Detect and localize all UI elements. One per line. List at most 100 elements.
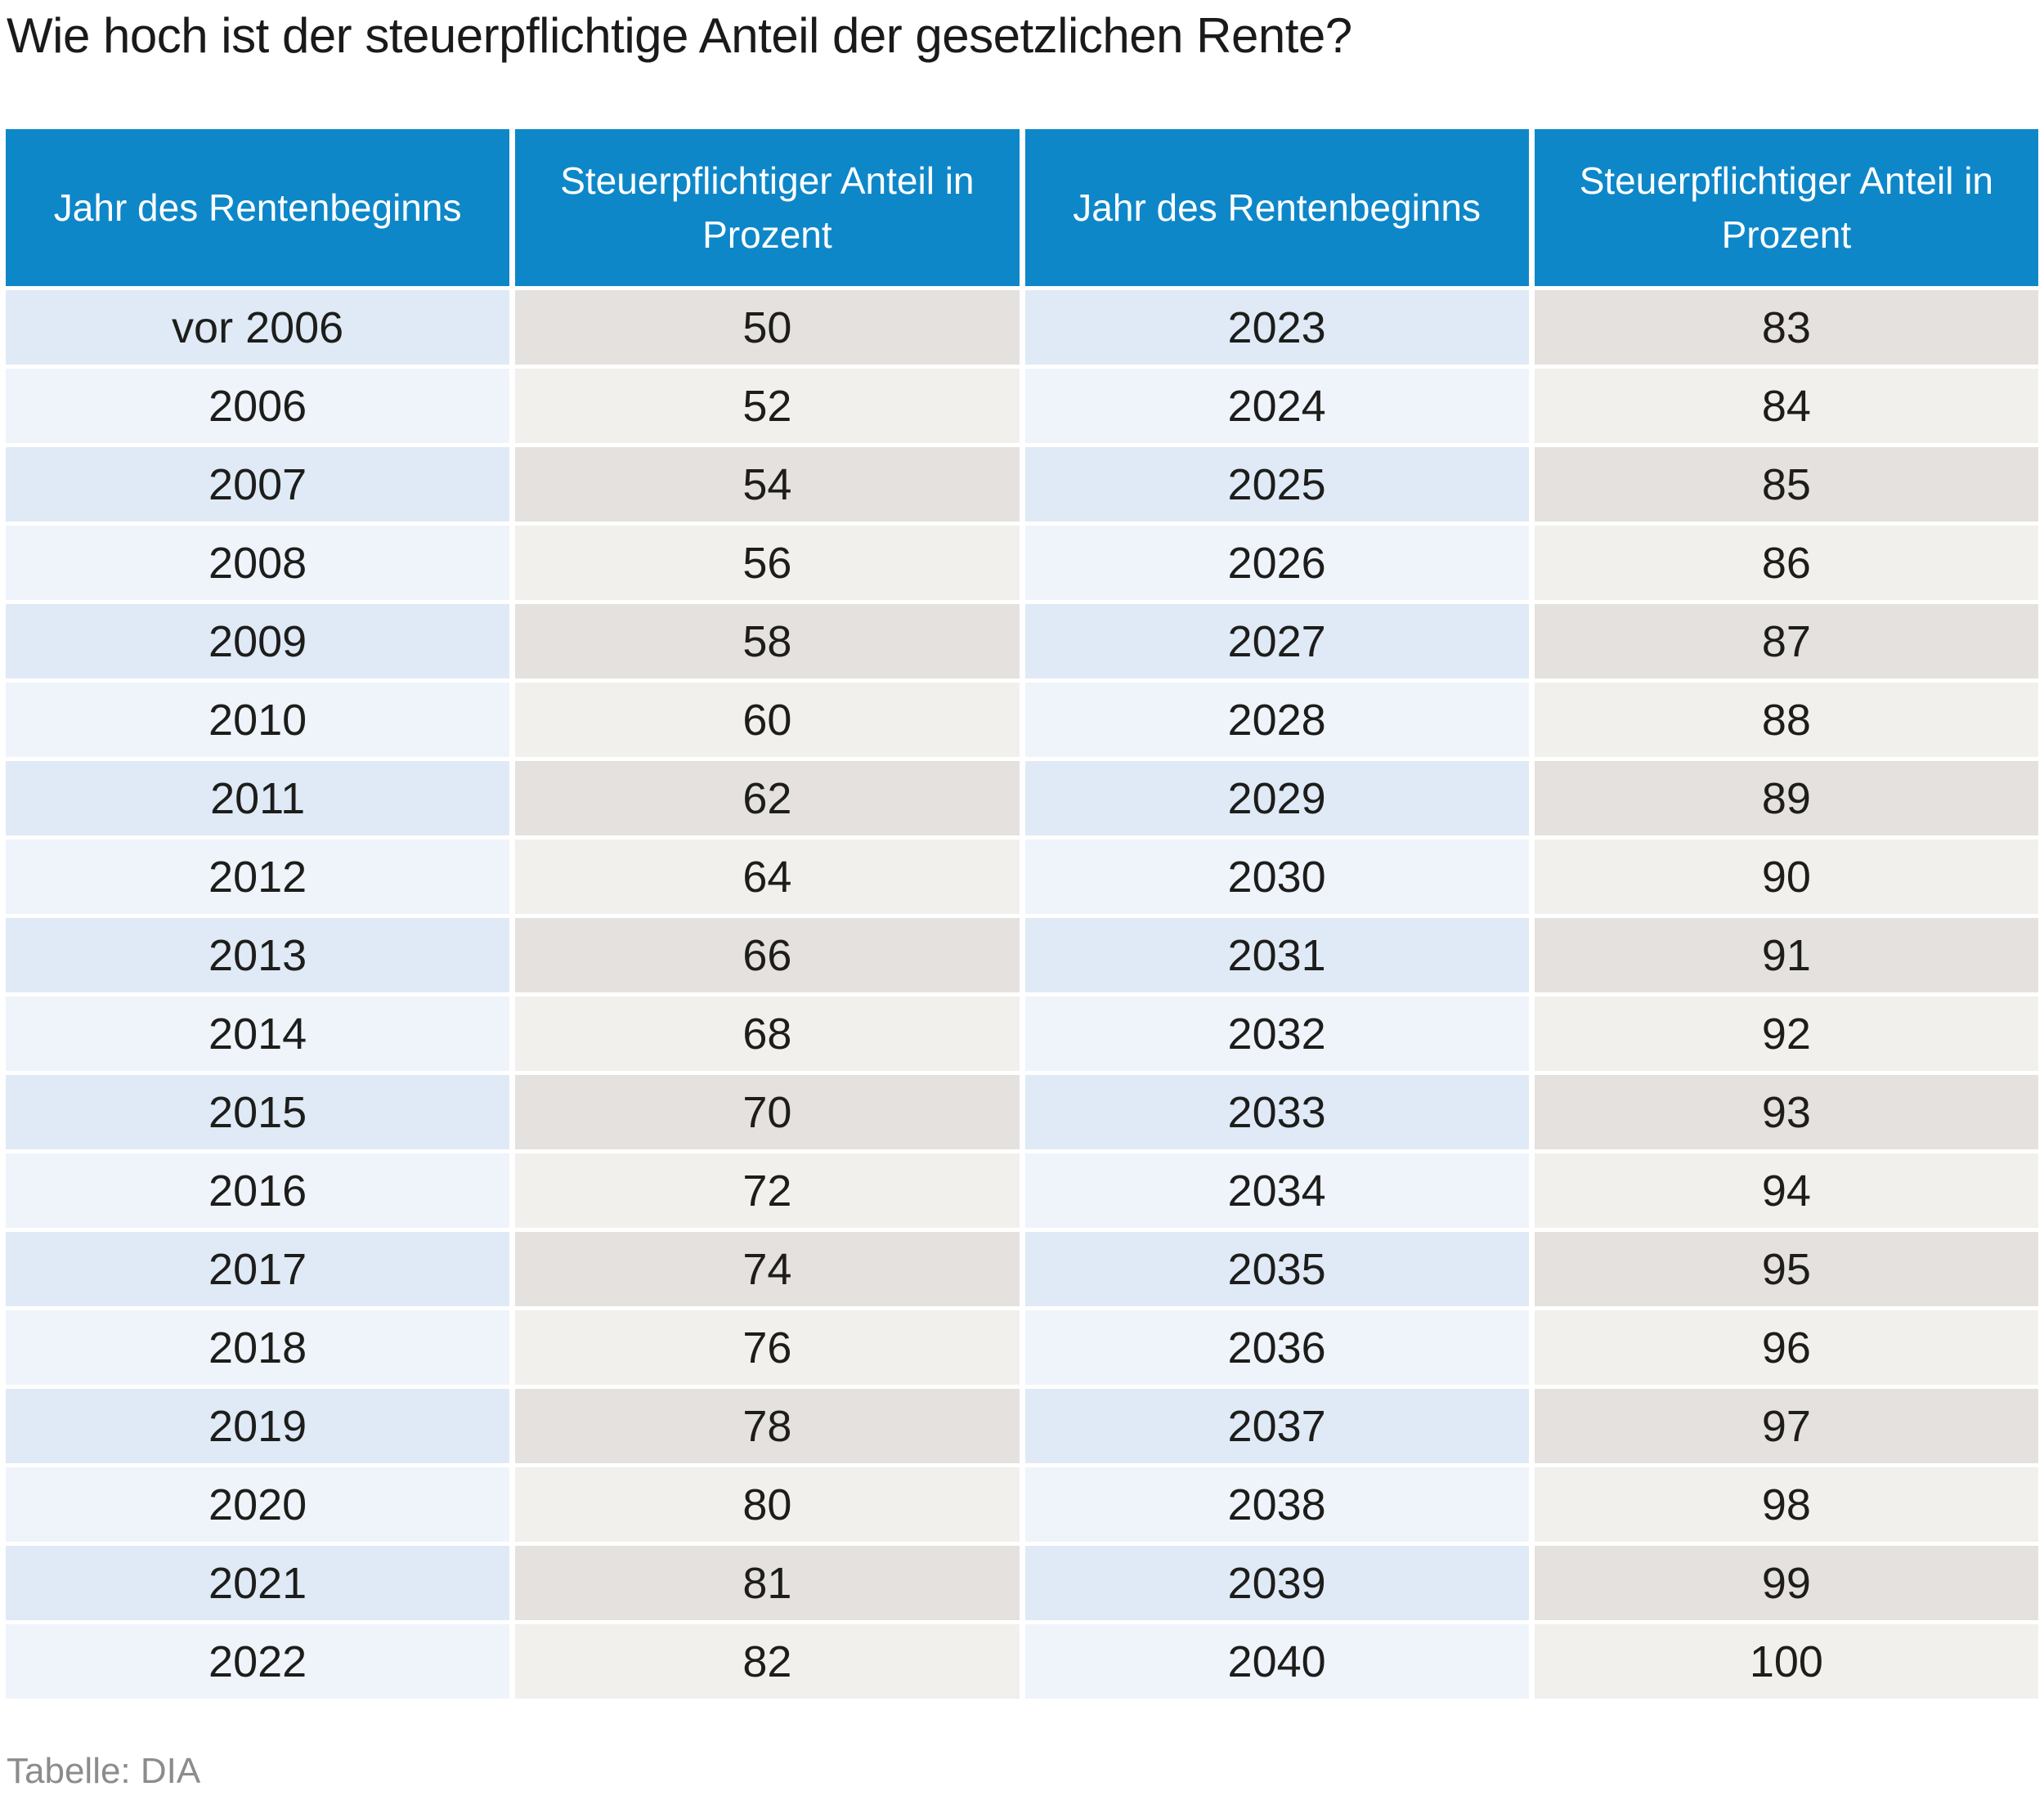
year-cell-right: 2037 bbox=[1024, 1389, 1529, 1464]
percent-cell-left: 80 bbox=[515, 1467, 1020, 1543]
percent-cell-left: 58 bbox=[515, 604, 1020, 679]
year-cell-left: 2012 bbox=[6, 840, 510, 915]
year-cell-right: 2033 bbox=[1024, 1075, 1529, 1150]
percent-cell-right: 99 bbox=[1534, 1546, 2038, 1621]
table-row: 2016 72 2034 94 bbox=[6, 1153, 2038, 1229]
table-row: vor 2006 50 2023 83 bbox=[6, 290, 2038, 365]
year-cell-left: 2008 bbox=[6, 526, 510, 601]
percent-cell-left: 81 bbox=[515, 1546, 1020, 1621]
year-cell-left: 2017 bbox=[6, 1232, 510, 1307]
header-year-right: Jahr des Rentenbeginns bbox=[1024, 129, 1529, 287]
year-cell-right: 2027 bbox=[1024, 604, 1529, 679]
percent-cell-right: 85 bbox=[1534, 447, 2038, 522]
year-cell-right: 2039 bbox=[1024, 1546, 1529, 1621]
percent-cell-left: 60 bbox=[515, 683, 1020, 758]
table-row: 2015 70 2033 93 bbox=[6, 1075, 2038, 1150]
table-row: 2010 60 2028 88 bbox=[6, 683, 2038, 758]
header-year-left: Jahr des Rentenbeginns bbox=[6, 129, 510, 287]
year-cell-left: 2022 bbox=[6, 1624, 510, 1699]
year-cell-right: 2024 bbox=[1024, 369, 1529, 444]
percent-cell-right: 95 bbox=[1534, 1232, 2038, 1307]
percent-cell-left: 74 bbox=[515, 1232, 1020, 1307]
percent-cell-right: 91 bbox=[1534, 918, 2038, 993]
table-body: vor 2006 50 2023 83 2006 52 2024 84 2007… bbox=[6, 290, 2038, 1699]
page-title: Wie hoch ist der steuerpflichtige Anteil… bbox=[7, 8, 1352, 63]
year-cell-right: 2034 bbox=[1024, 1153, 1529, 1229]
percent-cell-left: 50 bbox=[515, 290, 1020, 365]
year-cell-left: 2010 bbox=[6, 683, 510, 758]
table-row: 2019 78 2037 97 bbox=[6, 1389, 2038, 1464]
percent-cell-left: 78 bbox=[515, 1389, 1020, 1464]
percent-cell-right: 92 bbox=[1534, 996, 2038, 1072]
percent-cell-right: 97 bbox=[1534, 1389, 2038, 1464]
year-cell-left: 2013 bbox=[6, 918, 510, 993]
table-row: 2012 64 2030 90 bbox=[6, 840, 2038, 915]
year-cell-right: 2029 bbox=[1024, 761, 1529, 836]
year-cell-right: 2035 bbox=[1024, 1232, 1529, 1307]
year-cell-right: 2025 bbox=[1024, 447, 1529, 522]
table-row: 2020 80 2038 98 bbox=[6, 1467, 2038, 1543]
year-cell-right: 2028 bbox=[1024, 683, 1529, 758]
year-cell-right: 2036 bbox=[1024, 1310, 1529, 1386]
pension-tax-table: Jahr des Rentenbeginns Steuerpflichtiger… bbox=[0, 125, 2044, 1703]
percent-cell-right: 88 bbox=[1534, 683, 2038, 758]
percent-cell-left: 62 bbox=[515, 761, 1020, 836]
year-cell-left: 2009 bbox=[6, 604, 510, 679]
year-cell-right: 2032 bbox=[1024, 996, 1529, 1072]
percent-cell-left: 52 bbox=[515, 369, 1020, 444]
percent-cell-right: 96 bbox=[1534, 1310, 2038, 1386]
percent-cell-right: 90 bbox=[1534, 840, 2038, 915]
percent-cell-right: 89 bbox=[1534, 761, 2038, 836]
table-row: 2006 52 2024 84 bbox=[6, 369, 2038, 444]
percent-cell-left: 72 bbox=[515, 1153, 1020, 1229]
percent-cell-right: 94 bbox=[1534, 1153, 2038, 1229]
table-header: Jahr des Rentenbeginns Steuerpflichtiger… bbox=[6, 129, 2038, 287]
year-cell-left: 2020 bbox=[6, 1467, 510, 1543]
table-row: 2011 62 2029 89 bbox=[6, 761, 2038, 836]
percent-cell-left: 68 bbox=[515, 996, 1020, 1072]
table-row: 2022 82 2040 100 bbox=[6, 1624, 2038, 1699]
year-cell-left: vor 2006 bbox=[6, 290, 510, 365]
percent-cell-right: 93 bbox=[1534, 1075, 2038, 1150]
table-row: 2018 76 2036 96 bbox=[6, 1310, 2038, 1386]
year-cell-right: 2026 bbox=[1024, 526, 1529, 601]
percent-cell-right: 84 bbox=[1534, 369, 2038, 444]
table-row: 2007 54 2025 85 bbox=[6, 447, 2038, 522]
year-cell-left: 2015 bbox=[6, 1075, 510, 1150]
year-cell-left: 2007 bbox=[6, 447, 510, 522]
percent-cell-right: 83 bbox=[1534, 290, 2038, 365]
year-cell-left: 2016 bbox=[6, 1153, 510, 1229]
table-header-row: Jahr des Rentenbeginns Steuerpflichtiger… bbox=[6, 129, 2038, 287]
table-row: 2009 58 2027 87 bbox=[6, 604, 2038, 679]
header-percent-right: Steuerpflichtiger Anteil in Prozent bbox=[1534, 129, 2038, 287]
percent-cell-left: 76 bbox=[515, 1310, 1020, 1386]
year-cell-right: 2030 bbox=[1024, 840, 1529, 915]
percent-cell-right: 86 bbox=[1534, 526, 2038, 601]
table-row: 2013 66 2031 91 bbox=[6, 918, 2038, 993]
year-cell-right: 2031 bbox=[1024, 918, 1529, 993]
year-cell-left: 2011 bbox=[6, 761, 510, 836]
percent-cell-left: 54 bbox=[515, 447, 1020, 522]
year-cell-left: 2018 bbox=[6, 1310, 510, 1386]
year-cell-left: 2021 bbox=[6, 1546, 510, 1621]
year-cell-left: 2006 bbox=[6, 369, 510, 444]
percent-cell-left: 70 bbox=[515, 1075, 1020, 1150]
table-row: 2021 81 2039 99 bbox=[6, 1546, 2038, 1621]
percent-cell-left: 66 bbox=[515, 918, 1020, 993]
percent-cell-right: 98 bbox=[1534, 1467, 2038, 1543]
percent-cell-right: 87 bbox=[1534, 604, 2038, 679]
year-cell-left: 2014 bbox=[6, 996, 510, 1072]
year-cell-left: 2019 bbox=[6, 1389, 510, 1464]
year-cell-right: 2040 bbox=[1024, 1624, 1529, 1699]
table-source: Tabelle: DIA bbox=[7, 1751, 201, 1792]
percent-cell-left: 64 bbox=[515, 840, 1020, 915]
year-cell-right: 2038 bbox=[1024, 1467, 1529, 1543]
table-row: 2008 56 2026 86 bbox=[6, 526, 2038, 601]
table-row: 2017 74 2035 95 bbox=[6, 1232, 2038, 1307]
year-cell-right: 2023 bbox=[1024, 290, 1529, 365]
percent-cell-left: 82 bbox=[515, 1624, 1020, 1699]
percent-cell-left: 56 bbox=[515, 526, 1020, 601]
header-percent-left: Steuerpflichtiger Anteil in Prozent bbox=[515, 129, 1020, 287]
percent-cell-right: 100 bbox=[1534, 1624, 2038, 1699]
